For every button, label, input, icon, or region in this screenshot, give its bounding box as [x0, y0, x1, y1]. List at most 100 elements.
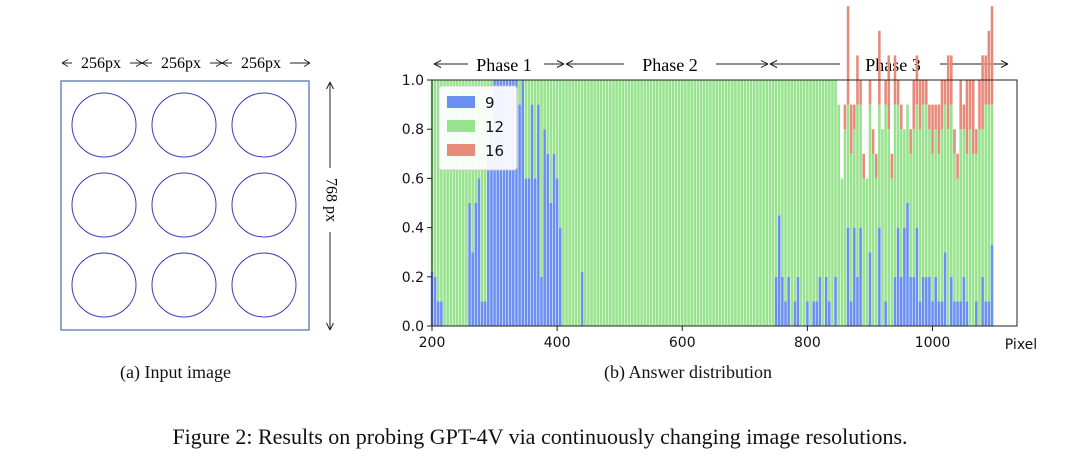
bar-segment-9 [934, 276, 937, 326]
y-tick-label: 0.4 [402, 221, 424, 237]
bar-segment-9 [918, 301, 922, 326]
bar-segment-12 [455, 80, 459, 326]
bar-segment-12 [443, 80, 446, 326]
phase-header: Phase 1 Phase 2 Phase 3 [433, 55, 1009, 75]
bar-segment-9 [483, 301, 487, 326]
phase-1-label: Phase 1 [476, 55, 532, 75]
bar-segment-12 [605, 80, 609, 326]
bar-segment-12 [646, 80, 650, 326]
bar-segment-12 [687, 80, 690, 326]
bar-segment-12 [840, 178, 844, 326]
bar-segment-12 [440, 80, 443, 302]
bar-segment-12 [981, 129, 984, 277]
bar-segment-12 [699, 80, 703, 326]
bar-segment-12 [706, 80, 709, 326]
bar-segment-12 [956, 178, 959, 302]
bar-segment-12 [959, 129, 962, 302]
circle [71, 92, 137, 158]
height-label-bg [318, 168, 342, 232]
bar-segment-9 [490, 129, 493, 326]
bar-segment-16 [849, 104, 853, 154]
bar-segment-9 [515, 80, 518, 326]
bar-segment-9 [774, 276, 778, 326]
bar-segment-12 [584, 80, 587, 326]
bar-segment-9 [903, 227, 906, 326]
legend-swatch-16 [447, 144, 475, 156]
bar-segment-12 [937, 153, 941, 302]
bar-segment-9 [524, 178, 528, 326]
bar-segment-12 [837, 104, 840, 326]
bar-segment-16 [990, 6, 994, 105]
bar-segment-9 [925, 276, 928, 326]
bar-segment-9 [818, 276, 822, 326]
bar-segment-12 [433, 80, 437, 277]
bar-segment-12 [718, 80, 722, 326]
bar-segment-9 [558, 227, 562, 326]
bar-segment-16 [887, 55, 891, 130]
bar-segment-12 [799, 80, 803, 326]
bar-segment-12 [953, 153, 956, 302]
circle [231, 92, 297, 158]
bar-segment-12 [790, 80, 794, 326]
bar-segment-12 [483, 80, 487, 302]
bar-segment-16 [884, 80, 887, 105]
circle [151, 92, 217, 158]
bar-segment-12 [943, 104, 947, 253]
bar-segment-9 [884, 301, 887, 326]
y-tick-label: 0.0 [402, 319, 424, 335]
bar-segment-12 [602, 80, 606, 326]
bar-segment-16 [943, 80, 947, 105]
bar-segment-12 [462, 80, 465, 326]
bar-segment-12 [480, 80, 484, 302]
bar-segment-12 [712, 80, 715, 326]
answer-distribution-chart: Phase 1 Phase 2 Phase 3 0.0 0.2 0.4 0.6 0.8 1… [402, 6, 1037, 353]
dim-label-2: 256px [161, 55, 201, 72]
bar-segment-12 [731, 80, 734, 326]
bar-segment-12 [680, 80, 684, 326]
bar-segment-9 [912, 276, 916, 326]
x-tick-label: 1000 [915, 335, 951, 351]
y-tick-label: 1.0 [402, 73, 424, 89]
circle [71, 172, 137, 238]
bar-segment-9 [893, 276, 897, 326]
bar-segment-12 [655, 80, 659, 326]
bar-segment-12 [909, 153, 912, 277]
bar-segment-12 [765, 80, 769, 326]
bar-segment-12 [587, 80, 590, 326]
bar-segment-16 [909, 129, 912, 154]
legend-label-9: 9 [485, 94, 495, 112]
bar-segment-12 [465, 80, 468, 326]
bar-segment-16 [959, 80, 962, 130]
bar-segment-12 [834, 80, 837, 277]
bar-segment-12 [552, 80, 556, 154]
bar-segment-16 [968, 80, 972, 130]
legend-swatch-9 [447, 96, 475, 108]
x-tick-label: 200 [419, 335, 446, 351]
bar-segment-9 [552, 153, 556, 326]
bar-segment-16 [981, 55, 984, 130]
bar-segment-12 [612, 80, 615, 326]
bar-segment-12 [590, 80, 593, 326]
y-tick-label: 0.2 [402, 270, 424, 286]
bar-segment-12 [740, 80, 743, 326]
bar-segment-12 [618, 80, 621, 326]
height-dimension: 768 px [318, 81, 342, 331]
bar-segment-9 [549, 203, 553, 326]
bar-segment-12 [643, 80, 647, 326]
bar-segment-12 [890, 178, 894, 326]
bar-segment-12 [962, 129, 966, 277]
bar-segment-12 [546, 80, 550, 154]
bar-segment-9 [921, 276, 925, 326]
bar-segment-12 [831, 80, 834, 326]
dim-label-bg-1 [72, 52, 130, 72]
bar-segment-9 [950, 276, 953, 326]
bar-segment-9 [518, 104, 521, 326]
bar-segment-12 [549, 80, 553, 203]
bar-segment-9 [546, 153, 550, 326]
bar-segment-12 [881, 129, 884, 326]
bar-segment-12 [846, 104, 850, 228]
input-image-panel: 256px 256px 256px 768 px (a) Input image [0, 0, 342, 400]
bar-segment-16 [896, 80, 900, 105]
bar-segment-16 [878, 30, 881, 105]
bar-segment-9 [471, 252, 474, 326]
